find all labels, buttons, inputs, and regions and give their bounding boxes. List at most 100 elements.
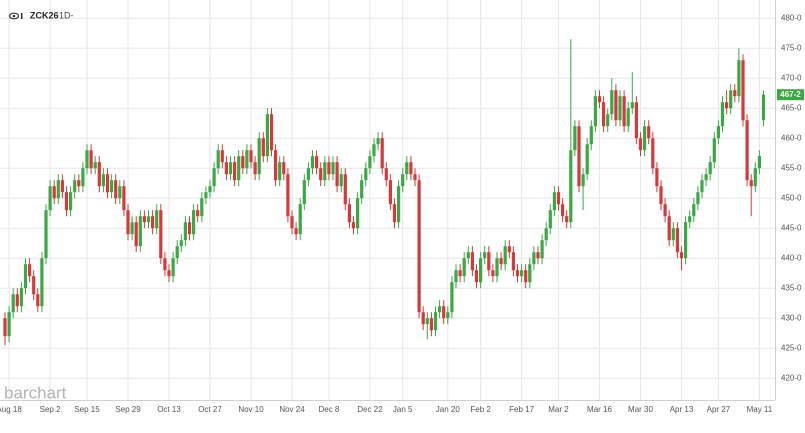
candle-body (7, 312, 11, 337)
candle-body (474, 270, 479, 283)
candle-body (64, 192, 69, 211)
y-tick-label: 465-0 (781, 103, 802, 112)
candle-body (323, 162, 327, 181)
candle-body (729, 90, 733, 109)
candle-body (540, 240, 544, 259)
x-tick-label: Oct 13 (157, 405, 181, 414)
candle-body (524, 270, 528, 283)
candle-body (3, 318, 7, 337)
candle-body (179, 240, 183, 247)
candle-body (720, 102, 725, 127)
candle-body (626, 108, 630, 127)
x-tick-label: Nov 10 (238, 405, 264, 414)
x-tick-label: Nov 24 (279, 405, 305, 414)
candle-body (536, 252, 540, 259)
candle-body (302, 180, 306, 205)
candle-body (110, 180, 114, 193)
candle-body (85, 150, 89, 169)
candle-body (433, 312, 438, 331)
candle-body (725, 102, 729, 109)
candle-body (749, 180, 753, 187)
candle-body (183, 222, 187, 241)
last-price-box (777, 89, 804, 101)
candle-body (187, 222, 192, 235)
candle-body (11, 294, 15, 313)
symbol: ZCK26 (30, 10, 59, 20)
candle-body (122, 186, 126, 211)
candle-body (659, 186, 663, 205)
last-price-label: 467-2 (780, 90, 801, 99)
candle-body (130, 222, 134, 235)
candle-body (298, 204, 302, 235)
candle-body (282, 162, 286, 175)
candle-body (233, 162, 237, 181)
y-tick-label: 460-0 (781, 133, 802, 142)
candle-body (228, 162, 233, 175)
candle-body (663, 204, 667, 217)
candle-body (368, 156, 372, 169)
x-tick-label: Apr 27 (707, 405, 731, 414)
candle-body (528, 264, 532, 283)
candle-body (237, 156, 241, 181)
candle-body (446, 312, 450, 319)
candle-body (69, 192, 73, 211)
candle-body (310, 156, 315, 169)
candle-body (454, 270, 458, 283)
candle-body (556, 192, 561, 205)
candle-body (224, 162, 228, 175)
candle-body (253, 162, 257, 175)
x-tick-label: Mar 2 (548, 405, 569, 414)
y-tick-label: 470-0 (781, 73, 802, 82)
x-tick-label: Jan 20 (436, 405, 461, 414)
candle-body (52, 186, 56, 199)
x-tick-label: Jan 5 (393, 405, 413, 414)
candle-body (491, 270, 495, 277)
y-tick-label: 440-0 (781, 253, 802, 262)
candle-body (19, 288, 23, 307)
candle-body (597, 96, 602, 103)
x-tick-label: Mar 30 (628, 405, 653, 414)
candle-body (610, 90, 614, 115)
candle-body (77, 180, 81, 187)
candle-body (89, 150, 93, 169)
candle-body (44, 210, 48, 259)
x-tick-label: Oct 27 (198, 405, 222, 414)
candle-body (105, 174, 110, 193)
candle-body (36, 294, 40, 307)
candle-body (757, 156, 761, 169)
candle-body (704, 174, 708, 181)
candle-body (335, 162, 339, 187)
candle-body (376, 138, 380, 145)
candle-body (118, 186, 122, 199)
candle-body (315, 156, 319, 169)
candle-body (470, 252, 474, 271)
x-tick-label: Aug 18 (0, 405, 22, 414)
candle-body (520, 270, 524, 277)
candle-body (532, 252, 536, 265)
candle-body (581, 174, 585, 187)
candle-body (306, 168, 310, 181)
candle-body (196, 210, 200, 217)
candle-body (204, 192, 208, 199)
candle-body (700, 180, 704, 193)
candle-body (737, 60, 741, 97)
candle-body (515, 270, 520, 277)
candle-body (159, 210, 163, 259)
candle-body (171, 258, 175, 277)
candle-body (265, 114, 269, 157)
x-tick-label: Sep 2 (40, 405, 61, 414)
y-tick-label: 455-0 (781, 163, 802, 172)
candle-body (331, 162, 335, 175)
candle-body (23, 264, 28, 289)
candle-body (413, 174, 417, 181)
candle-body (60, 180, 64, 193)
candle-body (503, 246, 507, 265)
candle-body (278, 162, 282, 181)
candle-body (257, 138, 261, 175)
interval: -1D- (56, 10, 74, 20)
candle-body (630, 102, 634, 109)
candle-body (573, 126, 577, 151)
candle-body (220, 150, 224, 163)
candle-body (327, 162, 331, 175)
candle-body (216, 150, 220, 169)
